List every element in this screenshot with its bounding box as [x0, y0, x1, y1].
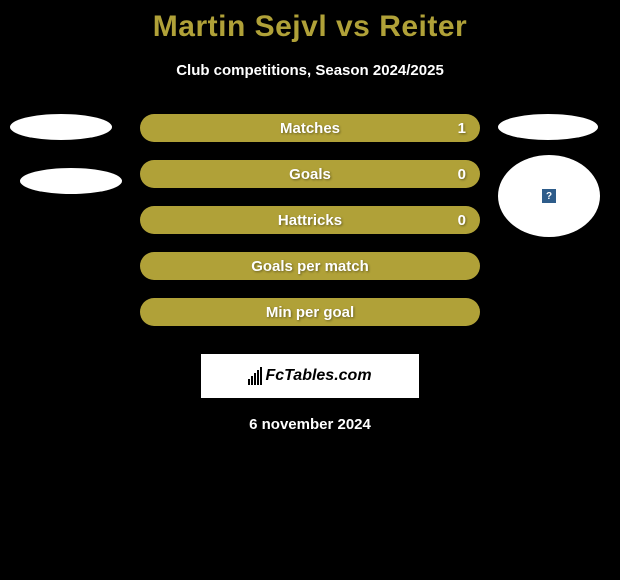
stat-value: 0 — [458, 212, 466, 229]
right-decorations: ? — [498, 114, 600, 237]
logo-content: FcTables.com — [248, 367, 371, 385]
chart-icon — [248, 367, 262, 385]
ellipse-icon — [498, 114, 598, 140]
date-text: 6 november 2024 — [0, 416, 620, 433]
stats-area: Matches 1 Goals 0 Hattricks 0 Goals per … — [0, 114, 620, 344]
stat-label: Goals per match — [251, 258, 369, 275]
stat-label: Matches — [280, 120, 340, 137]
stat-label: Goals — [289, 166, 331, 183]
ellipse-icon — [10, 114, 112, 140]
subtitle: Club competitions, Season 2024/2025 — [0, 62, 620, 79]
ellipse-icon — [20, 168, 122, 194]
circle-icon: ? — [498, 155, 600, 237]
stat-bar-hattricks: Hattricks 0 — [140, 206, 480, 234]
page-title: Martin Sejvl vs Reiter — [0, 10, 620, 44]
stat-bar-min-per-goal: Min per goal — [140, 298, 480, 326]
stat-bar-matches: Matches 1 — [140, 114, 480, 142]
logo-box[interactable]: FcTables.com — [201, 354, 419, 398]
main-container: Martin Sejvl vs Reiter Club competitions… — [0, 0, 620, 433]
stat-label: Hattricks — [278, 212, 342, 229]
help-icon: ? — [542, 189, 556, 203]
stat-bars: Matches 1 Goals 0 Hattricks 0 Goals per … — [140, 114, 480, 344]
stat-value: 1 — [458, 120, 466, 137]
stat-bar-goals: Goals 0 — [140, 160, 480, 188]
stat-bar-goals-per-match: Goals per match — [140, 252, 480, 280]
left-decorations — [10, 114, 122, 194]
logo-text: FcTables.com — [265, 367, 371, 385]
stat-value: 0 — [458, 166, 466, 183]
stat-label: Min per goal — [266, 304, 354, 321]
